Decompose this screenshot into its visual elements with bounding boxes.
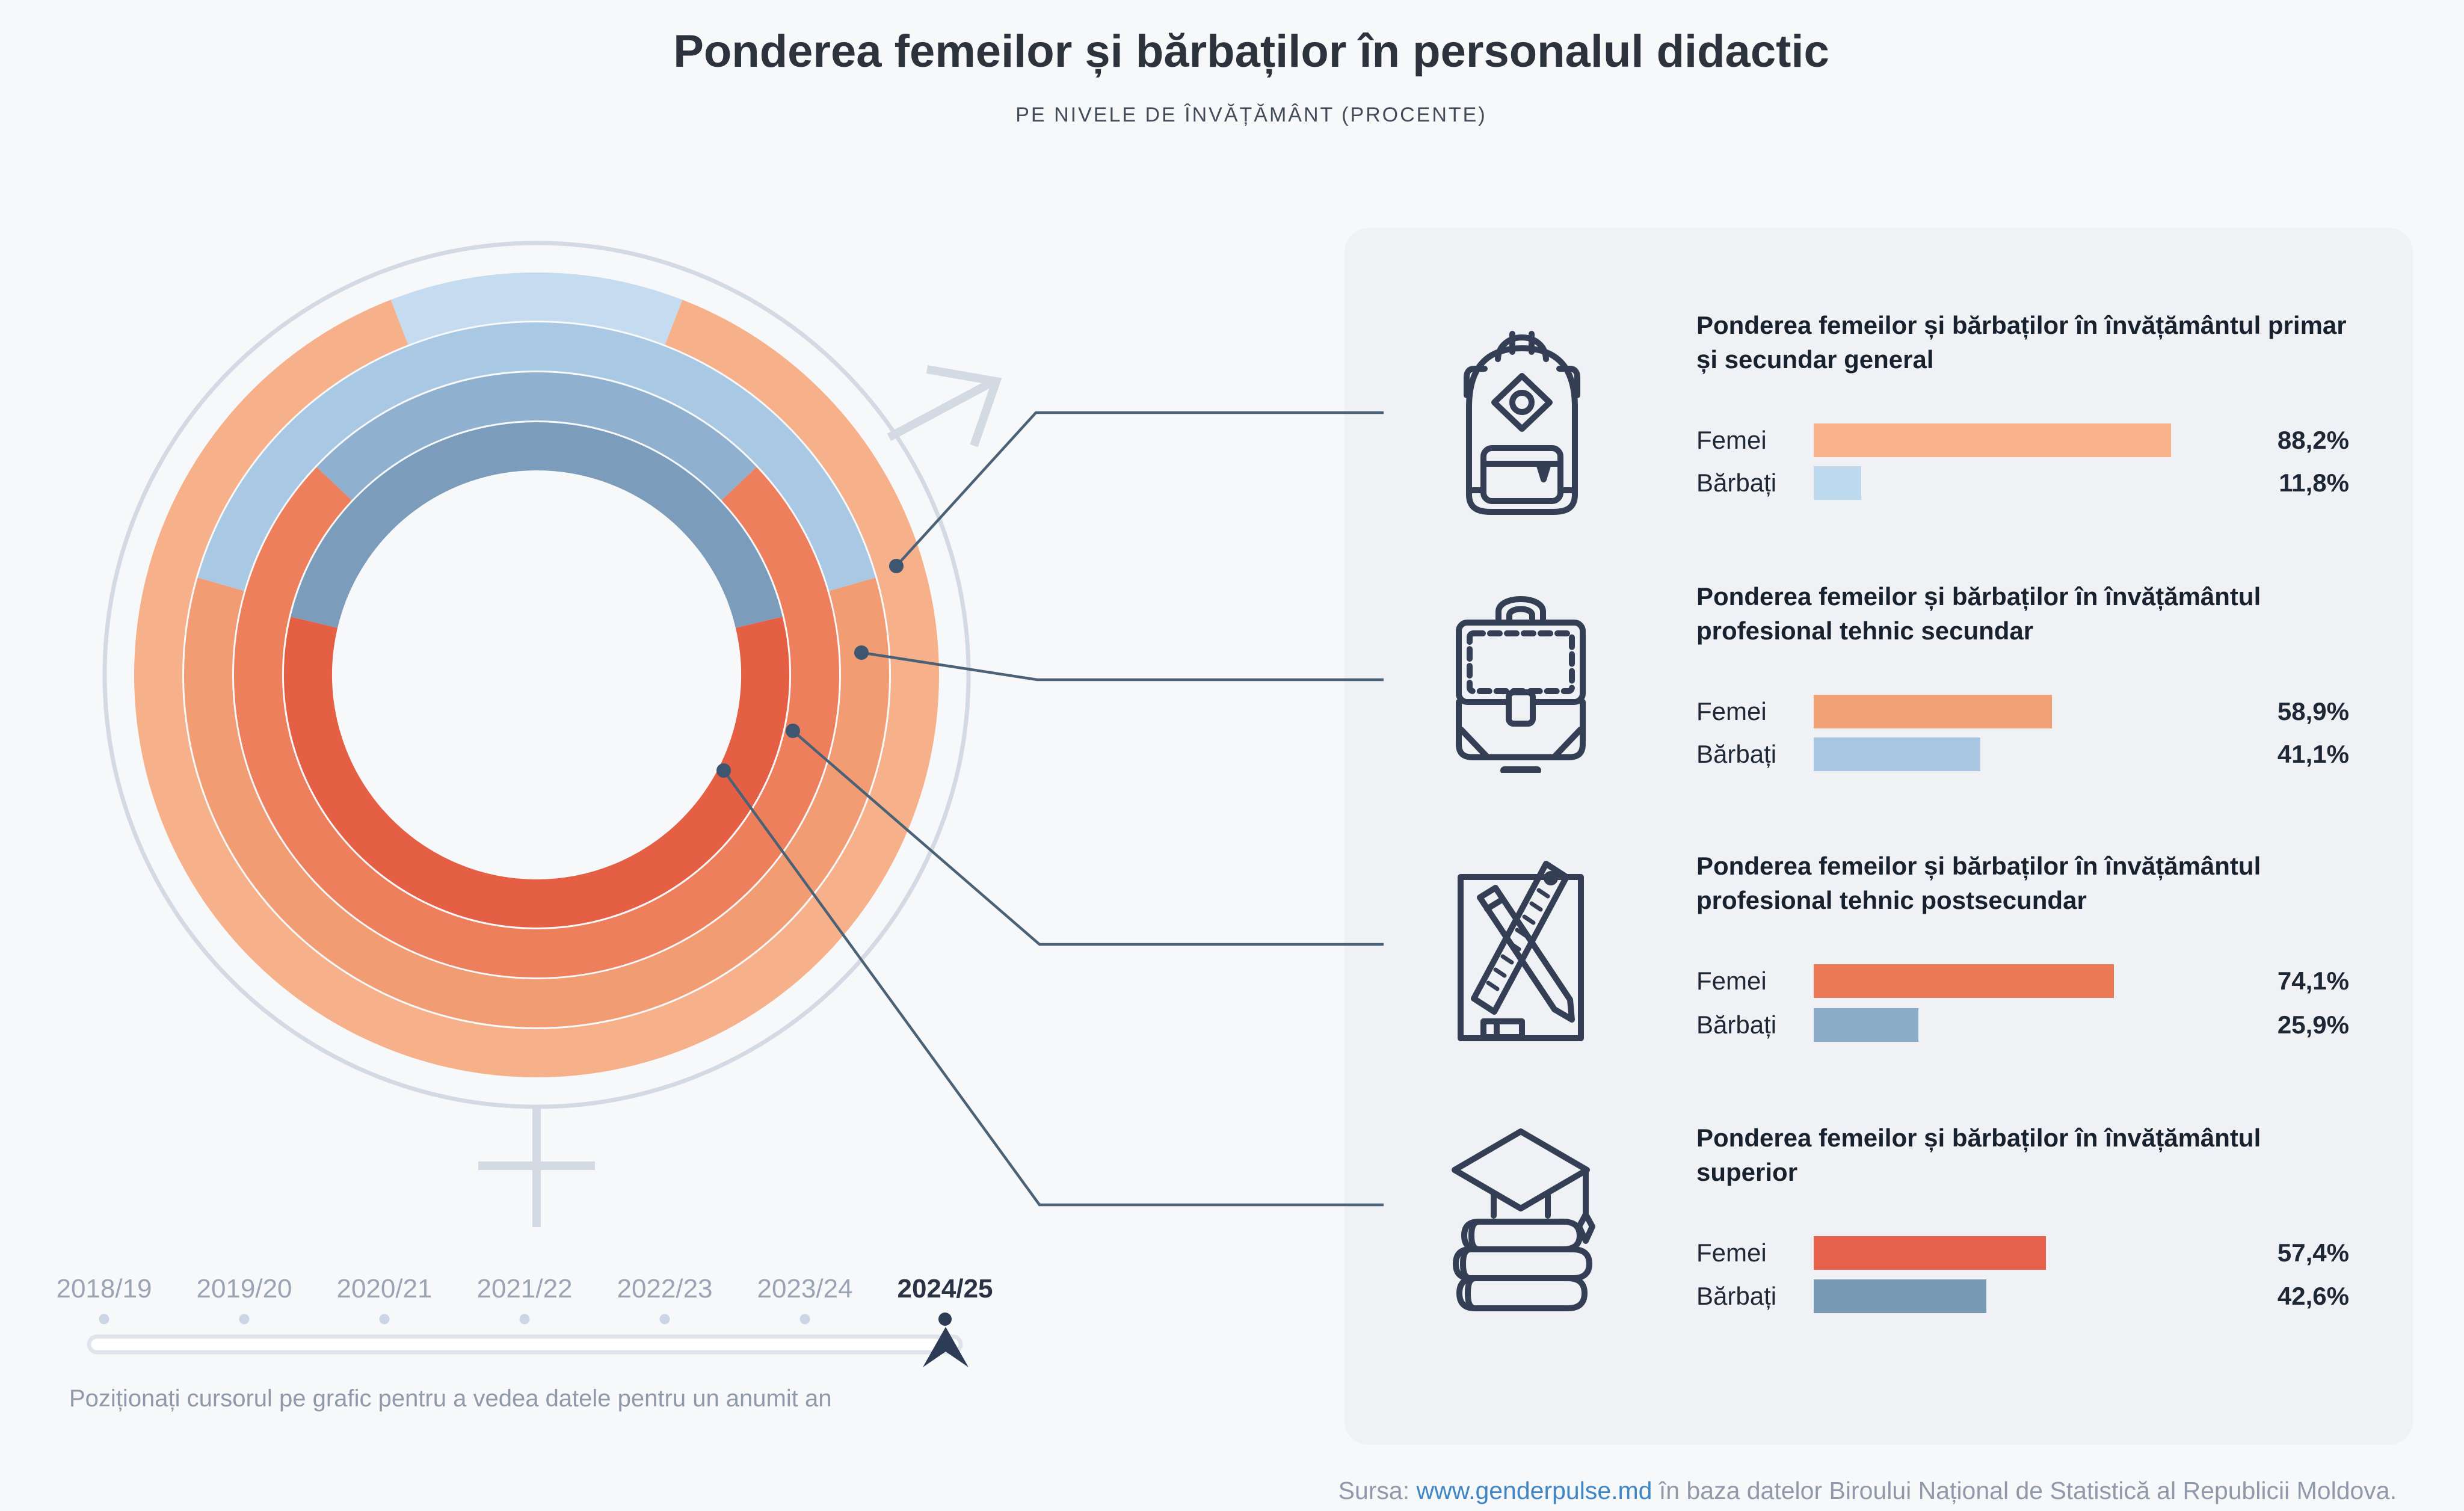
pencil-ruler-icon [1458, 861, 1584, 1041]
year-slider-track[interactable] [87, 1334, 963, 1355]
barbati-percent: 42,6% [2277, 1282, 2349, 1310]
backpack-icon [1464, 331, 1580, 515]
femei-percent: 58,9% [2277, 697, 2349, 725]
callout-dot-3 [786, 724, 800, 738]
source-link[interactable]: www.genderpulse.md [1416, 1477, 1652, 1504]
slider-instruction: Poziționați cursorul pe grafic pentru a … [69, 1385, 832, 1412]
year-dot-2022-23[interactable] [659, 1314, 670, 1325]
source-line: Sursa: www.genderpulse.md în baza datelo… [1338, 1477, 2397, 1505]
year-dot-2024-25[interactable] [938, 1313, 952, 1326]
ring-4-femei-arc[interactable] [284, 617, 789, 928]
barbati-bar [1814, 1008, 1918, 1042]
section-title: Ponderea femeilor și bărbaților în învăț… [1696, 311, 2347, 374]
page-title: Ponderea femeilor și bărbaților în perso… [673, 26, 1829, 77]
ring-1-femei-arc[interactable] [134, 300, 939, 1077]
section-tehnic-postsecundar: Ponderea femeilor și bărbaților în învăț… [1441, 849, 2379, 1047]
callout-line-3 [792, 730, 1384, 946]
year-dot-2020-21[interactable] [379, 1314, 390, 1325]
femei-percent: 57,4% [2277, 1239, 2349, 1267]
year-dot-2019-20[interactable] [239, 1314, 250, 1325]
callout-dots [716, 559, 904, 778]
barbati-label: Bărbați [1696, 1011, 1777, 1039]
ring-3-femei-arc[interactable] [234, 467, 839, 977]
venus-circle-decoration [102, 241, 971, 1109]
ring-1-barbati-arc[interactable] [390, 272, 683, 345]
callout-lines [722, 411, 1384, 1207]
venus-cross-icon [478, 1107, 595, 1227]
femei-bar [1814, 964, 2114, 998]
year-label-2018-19[interactable]: 2018/19 [56, 1274, 152, 1303]
year-label-2024-25[interactable]: 2024/25 [897, 1274, 993, 1303]
ring-3-barbati-arc[interactable] [316, 372, 757, 500]
callout-dot-1 [889, 559, 904, 573]
callout-dot-2 [854, 645, 869, 660]
section-tehnic-secundar: Ponderea femeilor și bărbaților în învăț… [1441, 579, 2379, 778]
barbati-bar [1814, 466, 1861, 500]
femei-bar [1814, 1236, 2046, 1270]
year-label-2019-20[interactable]: 2019/20 [196, 1274, 292, 1303]
barbati-bar [1814, 1279, 1986, 1313]
briefcase-icon [1456, 596, 1586, 773]
femei-label: Femei [1696, 426, 1767, 454]
barbati-label: Bărbați [1696, 469, 1777, 497]
donut-rings[interactable] [134, 272, 939, 1077]
year-slider-cursor[interactable] [923, 1327, 969, 1367]
barbati-bar [1814, 737, 1980, 771]
year-dot-2018-19[interactable] [99, 1314, 109, 1325]
barbati-percent: 41,1% [2277, 740, 2349, 768]
ring-2-barbati-arc[interactable] [197, 322, 876, 591]
year-label-2020-21[interactable]: 2020/21 [336, 1274, 432, 1303]
section-title: Ponderea femeilor și bărbaților în învăț… [1696, 852, 2261, 914]
barbati-label: Bărbați [1696, 740, 1777, 768]
callout-line-1 [895, 411, 1384, 567]
source-suffix: în baza datelor Biroului Național de Sta… [1652, 1477, 2397, 1504]
callout-dot-4 [716, 763, 731, 778]
femei-label: Femei [1696, 697, 1767, 725]
year-label-2021-22[interactable]: 2021/22 [476, 1274, 572, 1303]
section-primar-secundar: Ponderea femeilor și bărbaților în învăț… [1441, 308, 2379, 515]
femei-percent: 88,2% [2277, 426, 2349, 454]
source-prefix: Sursa: [1338, 1477, 1417, 1504]
graduation-cap-icon [1452, 1128, 1595, 1311]
barbati-percent: 25,9% [2277, 1011, 2349, 1039]
femei-bar [1814, 423, 2171, 457]
page-subtitle: PE NIVELE DE ÎNVĂȚĂMÂNT (PROCENTE) [1015, 103, 1487, 126]
year-dot-2021-22[interactable] [519, 1314, 530, 1325]
callout-line-2 [861, 651, 1384, 682]
barbati-percent: 11,8% [2279, 469, 2349, 497]
ring-4-barbati-arc[interactable] [291, 422, 783, 628]
section-title: Ponderea femeilor și bărbaților în învăț… [1696, 582, 2261, 645]
mars-arrow-icon [887, 365, 1002, 448]
year-label-2023-24[interactable]: 2023/24 [757, 1274, 852, 1303]
femei-bar [1814, 695, 2052, 728]
section-superior: Ponderea femeilor și bărbaților în învăț… [1441, 1121, 2379, 1319]
femei-label: Femei [1696, 1239, 1767, 1267]
femei-percent: 74,1% [2277, 967, 2349, 995]
section-title: Ponderea femeilor și bărbaților în învăț… [1696, 1124, 2261, 1186]
barbati-label: Bărbați [1696, 1282, 1777, 1310]
femei-label: Femei [1696, 967, 1767, 995]
callout-line-4 [722, 769, 1384, 1207]
year-label-2022-23[interactable]: 2022/23 [617, 1274, 712, 1303]
year-dot-2023-24[interactable] [799, 1314, 810, 1325]
ring-2-femei-arc[interactable] [184, 577, 889, 1027]
year-axis[interactable]: 2018/19 2019/20 2020/21 2021/22 2022/23 2023/… [56, 1274, 993, 1326]
